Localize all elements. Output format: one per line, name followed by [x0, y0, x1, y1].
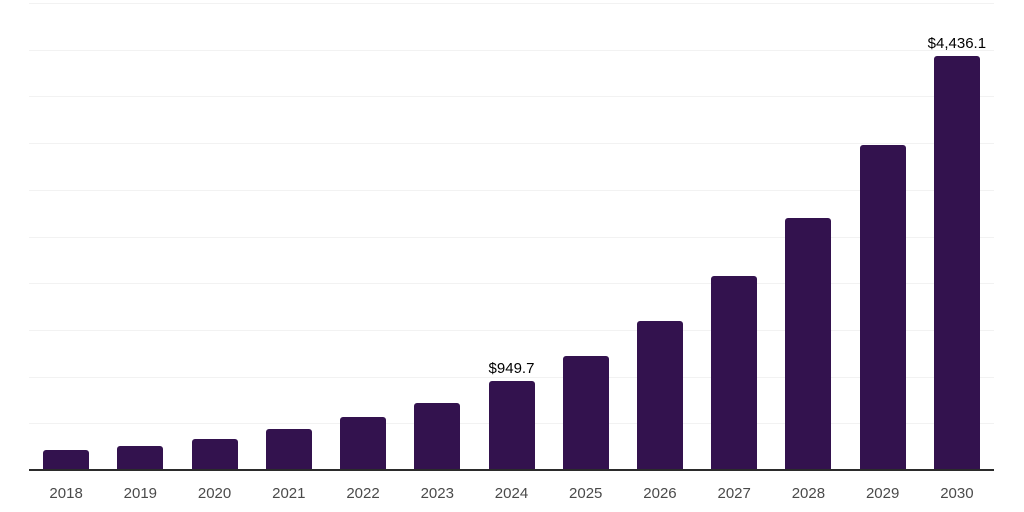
x-tick-label-2030: 2030: [940, 485, 974, 502]
x-tick-label-2022: 2022: [346, 485, 380, 502]
x-tick-label-2019: 2019: [123, 485, 158, 502]
gridline: [29, 329, 994, 331]
gridline: [29, 143, 994, 145]
bar-2020: [191, 439, 238, 470]
bar-2025: [562, 355, 609, 470]
gridline: [29, 96, 994, 98]
x-tick-label-2026: 2026: [643, 485, 677, 502]
bar-2024: [488, 381, 535, 470]
bar-2026: [636, 320, 683, 470]
bar-2021: [265, 429, 312, 470]
x-tick-label-2023: 2023: [420, 485, 454, 502]
gridline: [29, 3, 994, 4]
bar-2022: [340, 416, 387, 470]
value-label-2024: $949.7: [488, 360, 535, 378]
value-label-2030: $4,436.1: [927, 34, 987, 52]
bar-2018: [43, 450, 90, 470]
bar-2019: [117, 446, 164, 470]
x-tick-label-2018: 2018: [49, 485, 83, 502]
gridline: [29, 236, 994, 238]
x-axis-line: [29, 469, 994, 471]
x-tick-label-2027: 2027: [717, 485, 751, 502]
x-tick-label-2021: 2021: [272, 485, 306, 502]
gridline: [29, 49, 994, 51]
bar-2028: [785, 218, 832, 470]
bar-2029: [859, 144, 906, 470]
gridline: [29, 283, 994, 285]
x-tick-label-2025: 2025: [569, 485, 603, 502]
x-tick-label-2024: 2024: [494, 485, 529, 502]
bar-2027: [711, 275, 758, 470]
gridline: [29, 189, 994, 191]
bar-2030: [933, 55, 980, 470]
bar-2023: [414, 403, 461, 470]
x-tick-label-2029: 2029: [865, 485, 900, 502]
x-tick-label-2028: 2028: [791, 485, 826, 502]
gridline: [29, 376, 994, 378]
x-tick-label-2020: 2020: [197, 485, 232, 502]
